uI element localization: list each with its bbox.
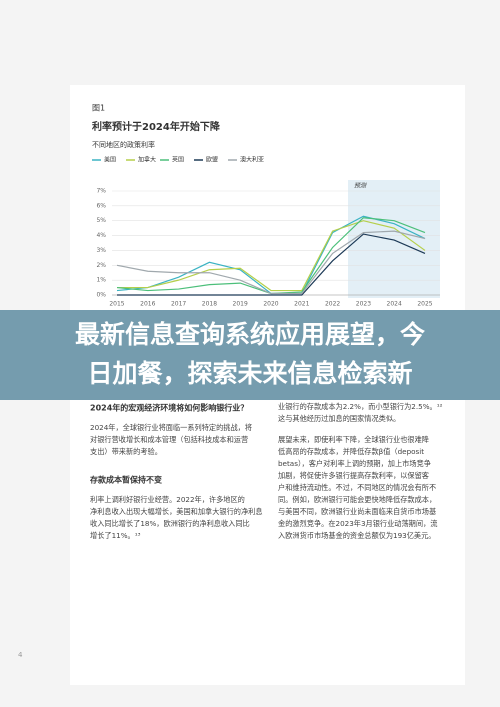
x-tick-label: 2018 (202, 301, 217, 308)
text-body: 2024年的宏观经济环境将如何影响银行业？ 2024年，全球银行业将面临一系列特定… (89, 402, 443, 540)
paragraph-line: 加剧，将促使许多银行提高存款利率，以保留客 (278, 471, 429, 480)
x-tick-label: 2016 (140, 301, 155, 308)
legend-label: 加拿大 (138, 156, 156, 164)
paragraph-line: 增长了11%。¹³ (90, 531, 141, 540)
legend-label: 澳大利亚 (240, 156, 264, 164)
y-tick-label: 3% (96, 247, 106, 254)
y-tick-label: 6% (96, 202, 106, 209)
chart: 0% 1% 2% 3% 4% 5% 6% 7% 2015 2016 2017 2018 2019 2020… (92, 156, 440, 308)
paragraph-line: 与美国不同，欧洲银行业尚未面临来自货币市场基 (278, 507, 436, 516)
paragraph-line: 展望未来，即使利率下降，全球银行业也很难降 (278, 435, 429, 444)
banner (0, 310, 500, 400)
y-tick-label: 5% (96, 217, 106, 224)
y-tick-label: 4% (96, 232, 106, 239)
banner-line: 最新信息查询系统应用展望，今 (75, 320, 425, 349)
figure-label: 图1 (92, 104, 105, 113)
paragraph-line: 同。例如，欧洲银行可能会更快地降低存款成本， (278, 495, 436, 504)
legend-label: 英国 (172, 156, 184, 164)
page-number: 4 (18, 651, 23, 659)
x-tick-label: 2022 (325, 301, 340, 308)
paragraph-line: 2024年，全球银行业将面临一系列特定的挑战，将 (90, 423, 252, 432)
x-tick-label: 2023 (356, 301, 371, 308)
x-tick-label: 2017 (171, 301, 186, 308)
y-tick-label: 1% (96, 277, 106, 284)
paragraph-line: 入欧洲货币市场基金的资金总额仅为193亿美元。 (278, 531, 435, 540)
paragraph-line: 低高昂的存款成本，并降低存款β值（deposit (278, 447, 424, 456)
paragraph-line: 利率上调利好银行业经营。2022年，许多地区的 (90, 495, 245, 504)
paragraph-line: 支出）带来新的考验。 (90, 447, 162, 456)
paragraph-line: betas），客户对利率上调的预期，加上市场竞争 (278, 459, 431, 468)
paragraph-line: 这与其他经历过加息的国家情况类似。 (278, 414, 400, 423)
chart-subtitle: 不同地区的政策利率 (92, 140, 155, 149)
y-tick-label: 7% (96, 188, 106, 195)
chart-title: 利率预计于2024年开始下降 (92, 120, 221, 133)
y-tick-label: 0% (96, 292, 106, 299)
series-line (117, 220, 426, 292)
x-tick-label: 2024 (387, 301, 402, 308)
banner-line: 日加餐，探索未来信息检索新 (87, 359, 412, 388)
paragraph-line: 收入同比增长了18%，欧洲银行的净利息收入同比 (90, 519, 250, 528)
series-line (116, 230, 426, 295)
paragraph-line: 户和维持流动性。不过，不同地区的情况会有所不 (278, 483, 436, 492)
x-tick-label: 2021 (294, 301, 309, 308)
x-tick-label: 2025 (417, 301, 432, 308)
x-tick-label: 2019 (233, 301, 248, 308)
paragraph-line: 净利息收入出现大幅增长，美国和加拿大银行的净利息 (90, 507, 263, 516)
forecast-label: 预测 (354, 183, 367, 190)
x-tick-label: 2020 (263, 301, 278, 308)
heading: 存款成本暂保持不变 (89, 475, 162, 485)
paragraph-line: 业银行的存款成本为2.2%，而小型银行为2.5%。¹² (278, 402, 443, 411)
legend-label: 欧盟 (206, 156, 218, 164)
x-tick-label: 2015 (109, 301, 124, 308)
paragraph-line: 金的激烈竞争。在2023年3月银行业动荡期间，流 (278, 519, 437, 528)
y-tick-label: 2% (96, 262, 106, 269)
paragraph-line: 对银行营收增长和成本管理（包括科技成本和运营 (90, 435, 248, 444)
legend-label: 美国 (104, 156, 116, 164)
series-line (117, 233, 426, 296)
heading: 2024年的宏观经济环境将如何影响银行业？ (90, 403, 248, 413)
